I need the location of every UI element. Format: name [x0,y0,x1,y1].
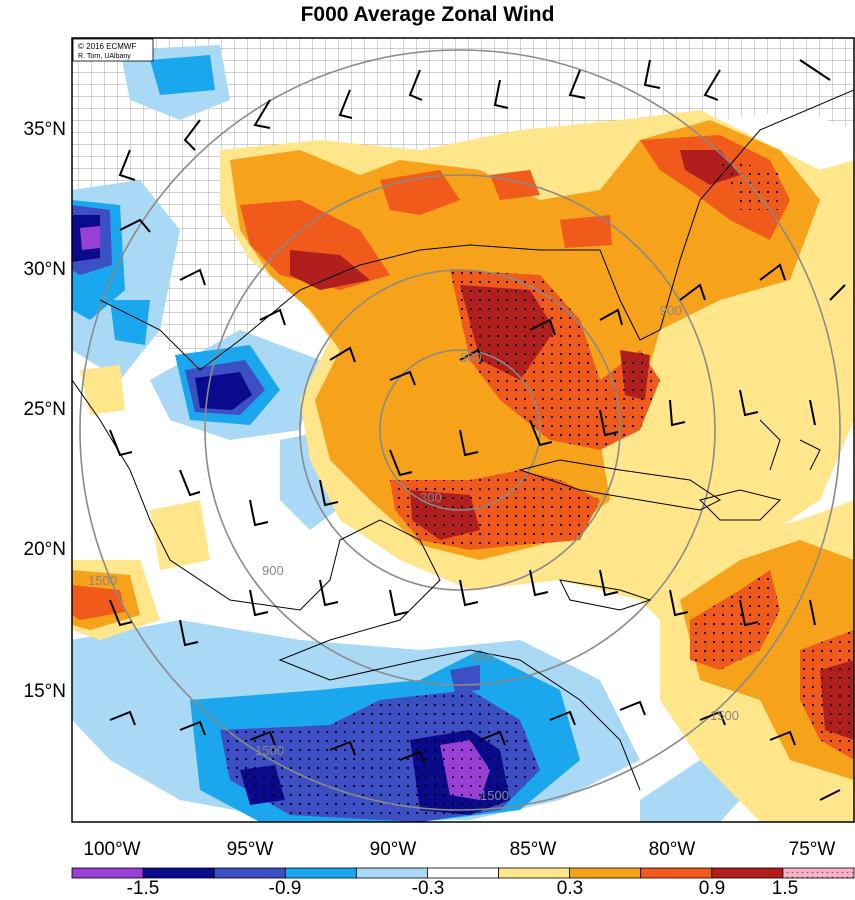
contour-label: 900 [262,563,284,578]
colorbar-swatch [640,867,713,879]
colorbar-tick-label: 0.9 [699,878,725,899]
longitude-labels: 100°W 95°W 90°W 85°W 80°W 75°W [83,839,835,860]
colorbar-swatch [71,867,144,879]
credit-line-1: © 2016 ECMWF [78,42,136,51]
latitude-labels: 35°N 30°N 25°N 20°N 15°N [24,119,66,702]
range-rings [79,49,841,811]
contour-label: 900 [472,650,494,665]
colorbar-swatch [498,867,571,879]
map-field: 300 300 900 900 900 1500 1500 1500 1500 [72,38,854,822]
colorbar-tick-label: -1.5 [127,878,160,899]
lat-label: 15°N [24,681,66,702]
colorbar-tick-label: 1.5 [772,878,798,899]
colorbar-swatch [284,867,357,879]
contour-label: 1500 [255,743,284,758]
contour-labels: 300 300 900 900 900 1500 1500 1500 1500 [88,303,739,803]
coastlines [72,89,854,791]
colorbar-swatch [427,867,499,879]
colorbar-swatch [142,867,215,879]
colorbar-tick-label: 0.3 [557,878,583,899]
colorbar-swatch [569,867,642,879]
lat-label: 30°N [24,259,66,280]
colorbar-swatch [782,867,855,879]
credit-line-2: R. Torn, UAlbany [78,53,131,60]
lon-label: 95°W [227,839,274,860]
contour-label: 1500 [480,788,509,803]
lat-label: 25°N [24,399,66,420]
map-frame [71,37,855,823]
lat-label: 20°N [24,539,66,560]
colorbar-tick-labels: -1.5 -0.9 -0.3 0.3 0.9 1.5 [127,878,799,899]
lon-label: 90°W [370,839,417,860]
lat-label: 35°N [24,119,66,140]
colorbar [71,867,855,879]
wind-barbs [109,59,846,801]
colorbar-tick-label: -0.3 [412,878,445,899]
contour-label: 1500 [88,573,117,588]
contour-label: 300 [460,350,482,365]
lon-label: 75°W [789,839,836,860]
significance-stippling [220,160,854,822]
lon-label: 80°W [649,839,696,860]
map-title: F000 Average Zonal Wind [300,3,555,26]
colorbar-swatch [213,867,286,879]
lon-label: 85°W [510,839,557,860]
lon-label: 100°W [83,839,140,860]
colorbar-swatch [711,867,784,879]
colorbar-tick-label: -0.9 [269,878,302,899]
credit-box: © 2016 ECMWF R. Torn, UAlbany [72,38,154,62]
contour-label: 1500 [710,708,739,723]
colorbar-swatch [355,867,428,879]
contour-label: 300 [420,490,442,505]
contour-label: 900 [660,303,682,318]
